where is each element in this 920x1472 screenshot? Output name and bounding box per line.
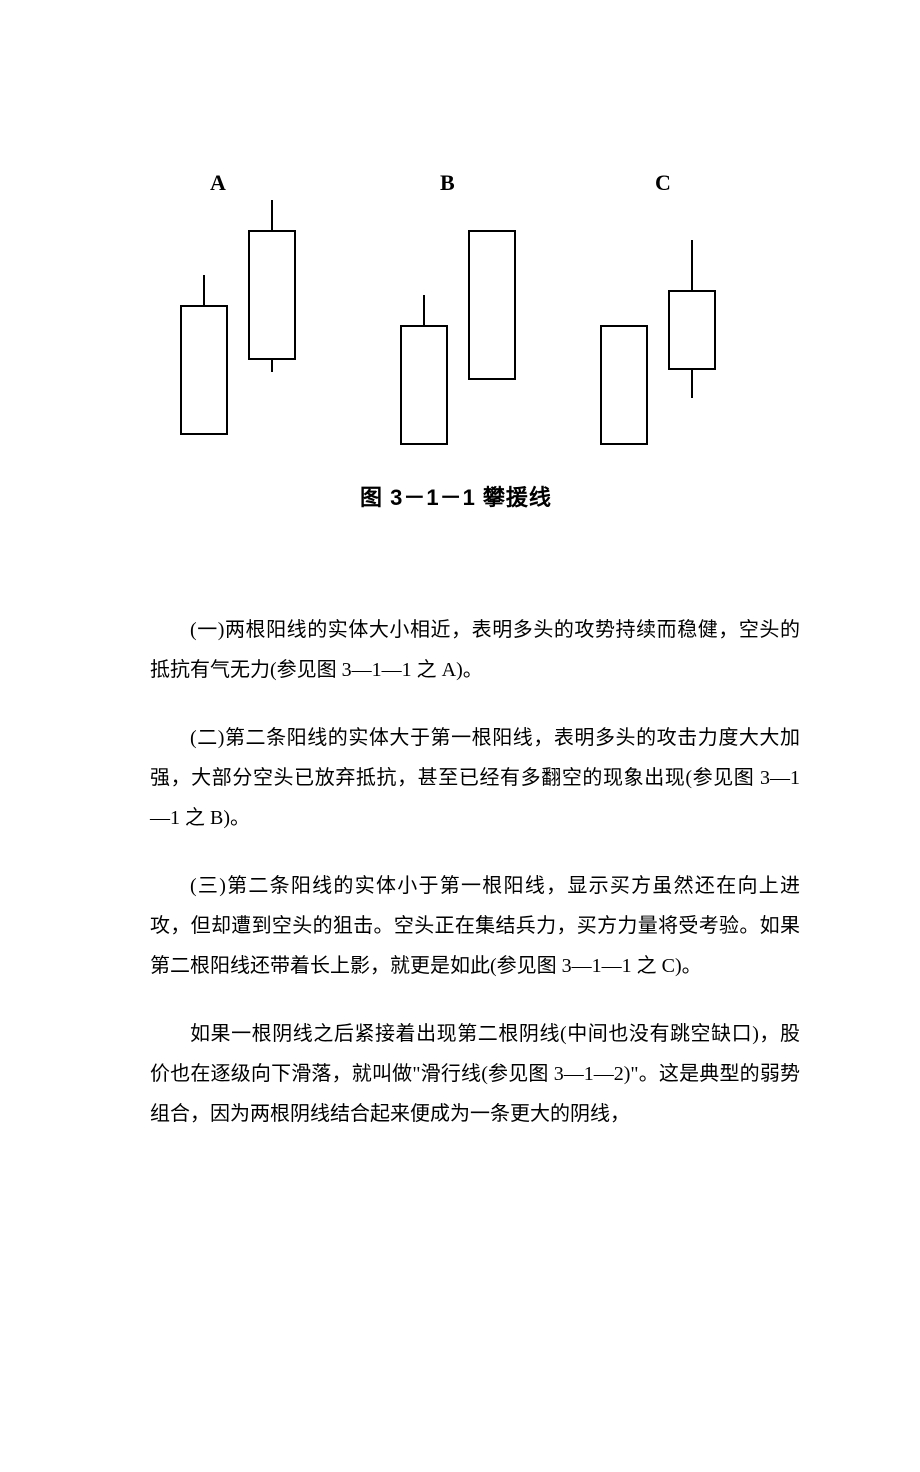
- candle-b2: [468, 170, 516, 470]
- paragraph-3: (三)第二条阳线的实体小于第一根阳线，显示买方虽然还在向上进攻，但却遭到空头的狙…: [150, 866, 800, 986]
- paragraph-4: 如果一根阴线之后紧接着出现第二根阴线(中间也没有跳空缺口)，股价也在逐级向下滑落…: [150, 1014, 800, 1134]
- figure-caption: 图 3－1－1 攀援线: [360, 480, 552, 512]
- candle-a1: [180, 170, 228, 470]
- candle-b1: [400, 170, 448, 470]
- candle-a2: [248, 170, 296, 470]
- paragraph-1: (一)两根阳线的实体大小相近，表明多头的攻势持续而稳健，空头的抵抗有气无力(参见…: [150, 610, 800, 690]
- candle-c1: [600, 170, 648, 470]
- body-text: (一)两根阳线的实体大小相近，表明多头的攻势持续而稳健，空头的抵抗有气无力(参见…: [150, 610, 800, 1134]
- candle-c2: [668, 170, 716, 470]
- paragraph-2: (二)第二条阳线的实体大于第一根阳线，表明多头的攻击力度大大加强，大部分空头已放…: [150, 718, 800, 838]
- figure-candlestick-diagram: A B C 图 3－1－1 攀援线: [140, 170, 780, 570]
